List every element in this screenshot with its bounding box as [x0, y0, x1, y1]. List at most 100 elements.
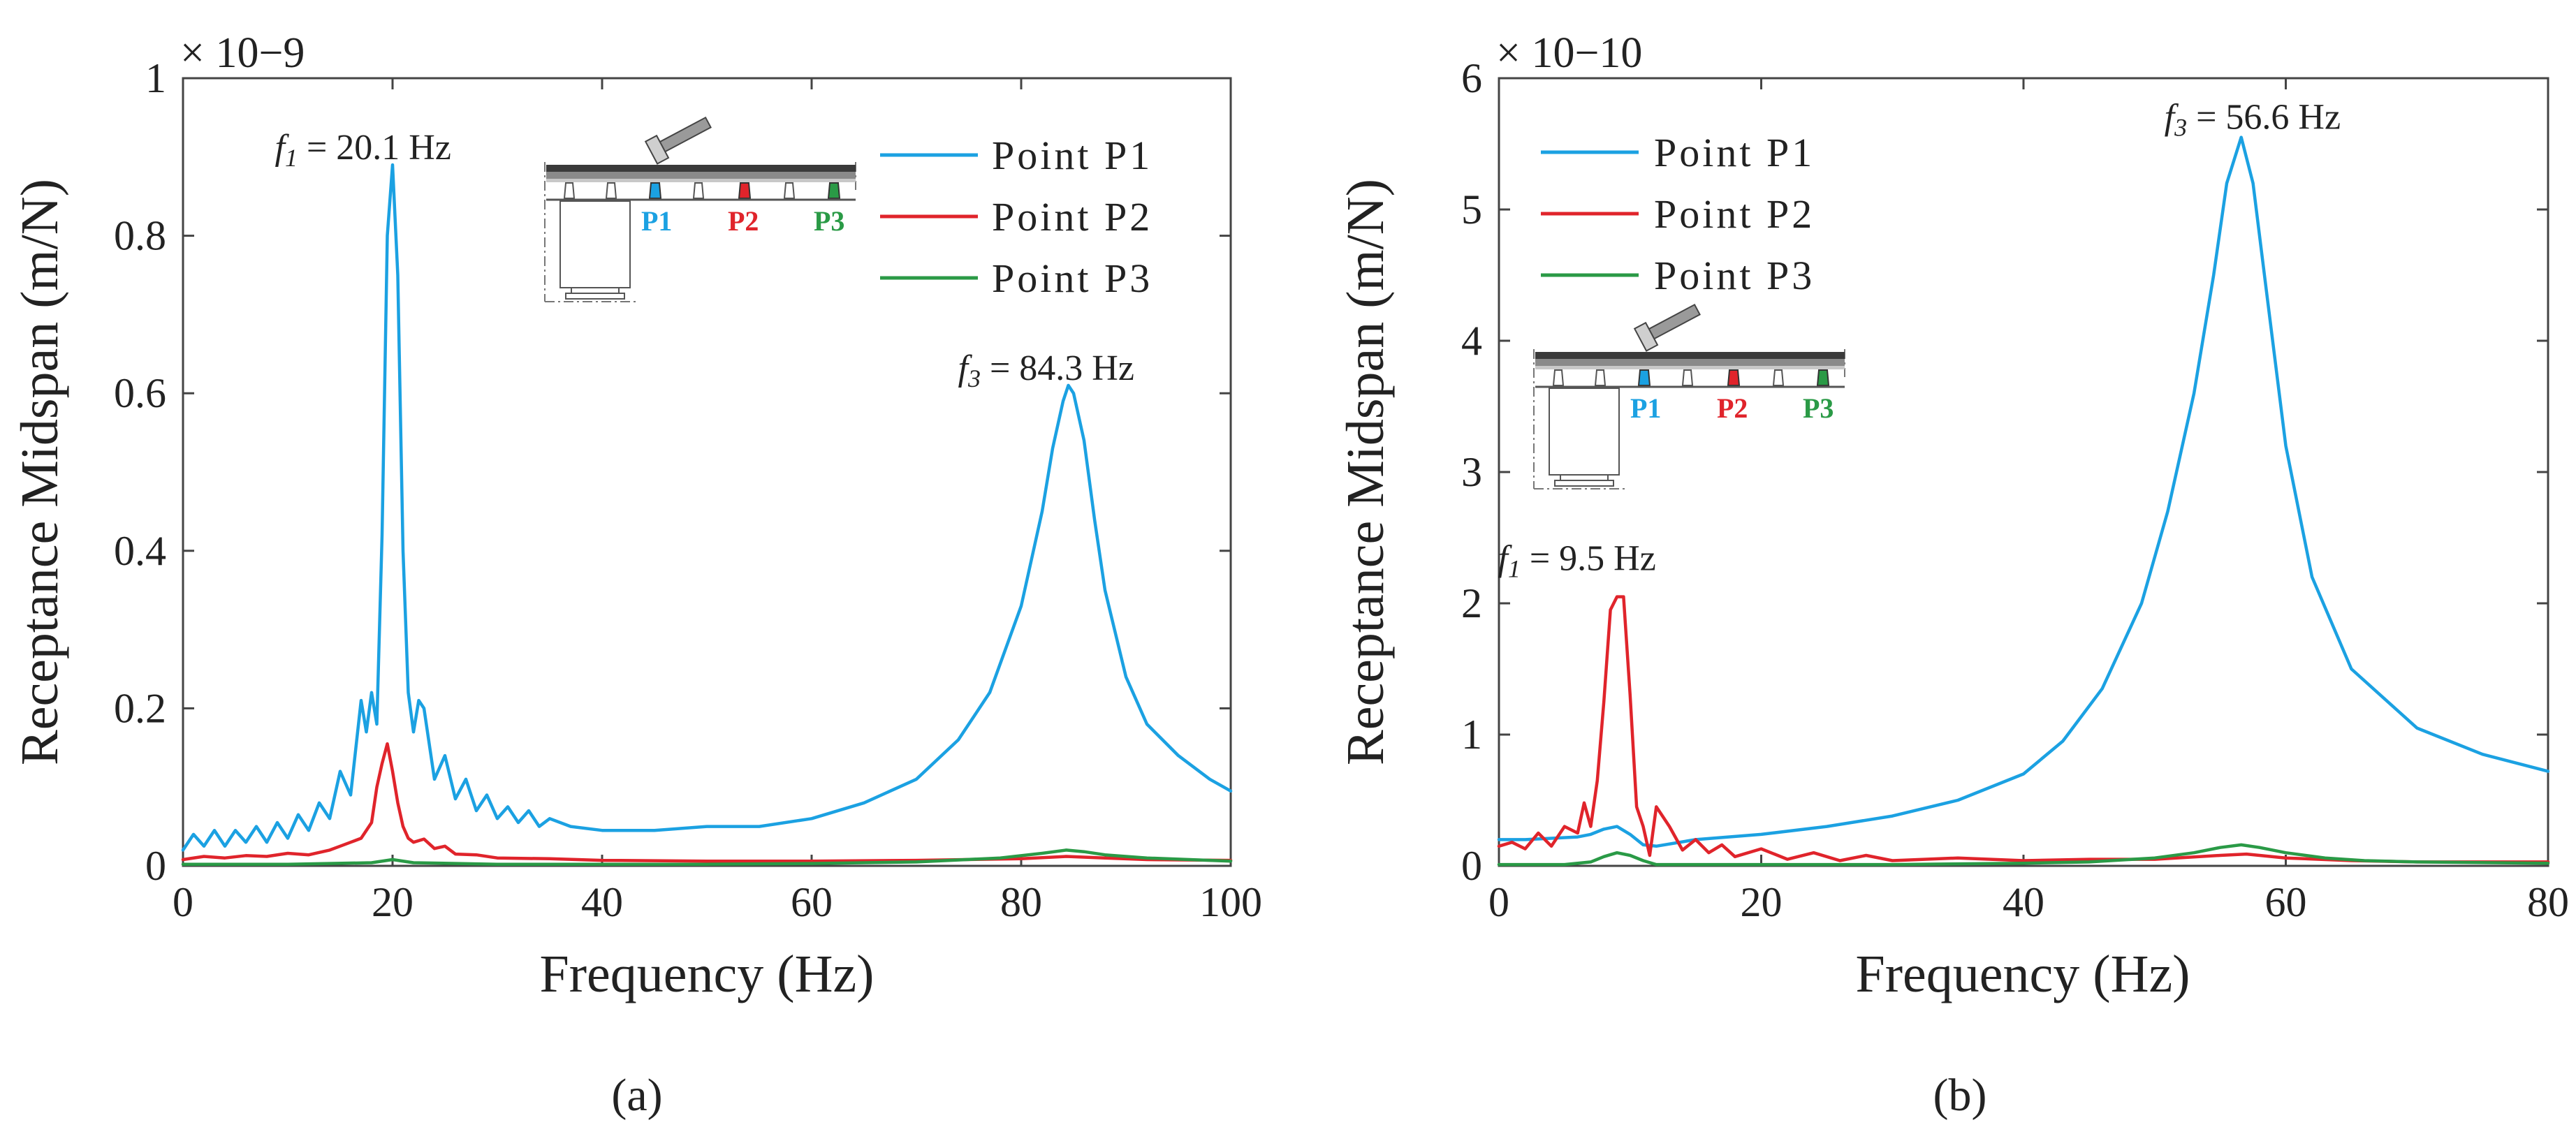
inset-pad	[563, 182, 576, 199]
chart-b-peak-annotation: f1 = 9.5 Hz	[1498, 539, 1655, 583]
inset-pad	[1594, 369, 1607, 386]
hammer-icon	[1633, 303, 1701, 352]
chart-a-y-axis-label: Receptance Midspan (m/N)	[10, 179, 69, 765]
chart-a-y-tick-label: 0.4	[114, 528, 166, 574]
chart-b-bridge-inset: P1 P2 P3	[1533, 303, 1845, 489]
chart-a-y-tick-label: 0.8	[114, 213, 166, 259]
chart-b-x-ticks: 0 20 40 60 80	[1488, 78, 2569, 925]
hammer-handle	[656, 116, 712, 154]
inset-pad	[783, 182, 796, 199]
chart-a-scale-label: × 10−9	[180, 29, 305, 77]
chart-b-y-axis-label: Receptance Midspan (m/N)	[1336, 179, 1395, 765]
chart-a-x-tick-label: 0	[173, 879, 193, 925]
chart-a-x-ticks: 0 20 40 60 80 100	[173, 78, 1262, 925]
inset-pad	[605, 182, 617, 199]
chart-b-y-tick-label: 6	[1461, 55, 1482, 101]
panel-label-a: (a)	[611, 1070, 662, 1121]
inset-rail-base	[546, 179, 856, 182]
inset-label-p3: P3	[814, 205, 844, 237]
inset-label-p2: P2	[1717, 392, 1748, 424]
chart-b-y-tick-label: 1	[1461, 712, 1482, 758]
chart-b-x-tick-label: 40	[2003, 879, 2044, 925]
inset-pier-base	[1554, 480, 1614, 487]
inset-sensor-p1	[1637, 369, 1651, 386]
chart-b-series	[1497, 135, 2550, 867]
inset-pier-footing	[571, 287, 620, 294]
chart-b-y-tick-label: 5	[1461, 186, 1482, 233]
inset-rail-top	[1535, 352, 1845, 359]
chart-a-y-tick-label: 0	[145, 843, 166, 889]
chart-b-y-tick-label: 0	[1461, 843, 1482, 889]
inset-sensor-p1	[648, 182, 662, 199]
chart-a-series	[181, 163, 1233, 866]
chart-a-x-tick-label: 60	[791, 879, 833, 925]
chart-b-x-tick-label: 80	[2527, 879, 2569, 925]
chart-b-y-ticks: 0 1 2 3 4 5 6	[1461, 55, 2548, 889]
chart-a-x-tick-label: 80	[1000, 879, 1042, 925]
chart-a-y-tick-label: 1	[145, 55, 166, 101]
panel-label-b: (b)	[1933, 1070, 1987, 1121]
chart-a-legend: Point P1 Point P2 Point P3	[880, 133, 1152, 301]
chart-b-peak-annotation: f3 = 56.6 Hz	[2165, 98, 2341, 142]
chart-a-plot-frame	[182, 77, 1232, 867]
chart-b: 0 20 40 60 80 0 1 2 3 4 5 6 f1 = 9.5 Hz f3 = 56.6 H…	[1336, 29, 2569, 1121]
chart-b-y-tick-label: 2	[1461, 580, 1482, 626]
chart-b-legend-label-p1: Point P1	[1654, 130, 1815, 175]
hammer-head	[644, 134, 670, 165]
chart-a-peak-annotation: f1 = 20.1 Hz	[275, 128, 451, 172]
inset-pad	[1772, 369, 1785, 386]
chart-b-annotations: f1 = 9.5 Hz f3 = 56.6 Hz	[1498, 98, 2341, 583]
chart-b-series-line-p1	[1497, 135, 2550, 848]
inset-label-p1: P1	[1630, 392, 1661, 424]
chart-b-legend: Point P1 Point P2 Point P3	[1541, 130, 1815, 298]
chart-a-x-axis-label: Frequency (Hz)	[539, 945, 874, 1003]
chart-a-x-tick-label: 20	[372, 879, 414, 925]
inset-pier-footing	[1560, 474, 1609, 481]
inset-sensor-p2	[738, 182, 752, 199]
chart-a-x-tick-label: 40	[581, 879, 623, 925]
chart-a-series-line-p3	[181, 848, 1233, 866]
chart-a-legend-label-p2: Point P2	[992, 194, 1152, 240]
inset-rail-top	[546, 165, 856, 172]
chart-b-scale-label: × 10−10	[1496, 29, 1642, 77]
hammer-handle	[1645, 303, 1701, 341]
chart-b-y-tick-label: 4	[1461, 318, 1482, 364]
inset-sensor-p2	[1727, 369, 1741, 386]
inset-pier	[1549, 388, 1620, 476]
chart-b-series-line-p2	[1497, 595, 2550, 864]
chart-a-series-line-p1	[181, 163, 1233, 852]
inset-label-p3: P3	[1803, 392, 1834, 424]
chart-a: 0 20 40 60 80 100 0 0.2 0.4 0.6 0.8 1 f1 = 20.1 Hz…	[10, 29, 1262, 1121]
chart-b-legend-label-p3: Point P3	[1654, 253, 1815, 298]
chart-b-legend-label-p2: Point P2	[1654, 191, 1815, 237]
inset-label-p1: P1	[641, 205, 672, 237]
chart-a-x-tick-label: 100	[1199, 879, 1262, 925]
inset-rail-base	[1535, 366, 1845, 369]
inset-pier	[559, 200, 631, 288]
chart-a-bridge-inset: P1 P2 P3	[544, 116, 856, 302]
inset-sensor-p3	[827, 182, 841, 199]
chart-a-y-tick-label: 0.2	[114, 685, 166, 731]
inset-rail	[546, 172, 856, 179]
chart-a-series-line-p2	[181, 742, 1233, 863]
chart-a-peak-annotation: f3 = 84.3 Hz	[958, 348, 1134, 392]
chart-b-x-tick-label: 0	[1488, 879, 1509, 925]
inset-sensor-p3	[1816, 369, 1830, 386]
chart-a-legend-label-p3: Point P3	[992, 256, 1152, 301]
hammer-head	[1633, 321, 1659, 352]
chart-b-x-tick-label: 60	[2265, 879, 2307, 925]
inset-pad	[1681, 369, 1694, 386]
hammer-icon	[644, 116, 712, 165]
chart-b-x-tick-label: 20	[1741, 879, 1783, 925]
inset-rail	[1535, 359, 1845, 366]
chart-b-x-axis-label: Frequency (Hz)	[1855, 945, 2190, 1003]
inset-pier-base	[565, 293, 625, 300]
chart-a-annotations: f1 = 20.1 Hz f3 = 84.3 Hz	[275, 128, 1134, 392]
chart-a-y-tick-label: 0.6	[114, 370, 166, 416]
inset-pad	[692, 182, 705, 199]
chart-b-y-tick-label: 3	[1461, 449, 1482, 495]
chart-a-y-ticks: 0 0.2 0.4 0.6 0.8 1	[114, 55, 1231, 889]
chart-b-series-line-p3	[1497, 843, 2550, 867]
chart-a-legend-label-p1: Point P1	[992, 133, 1152, 178]
